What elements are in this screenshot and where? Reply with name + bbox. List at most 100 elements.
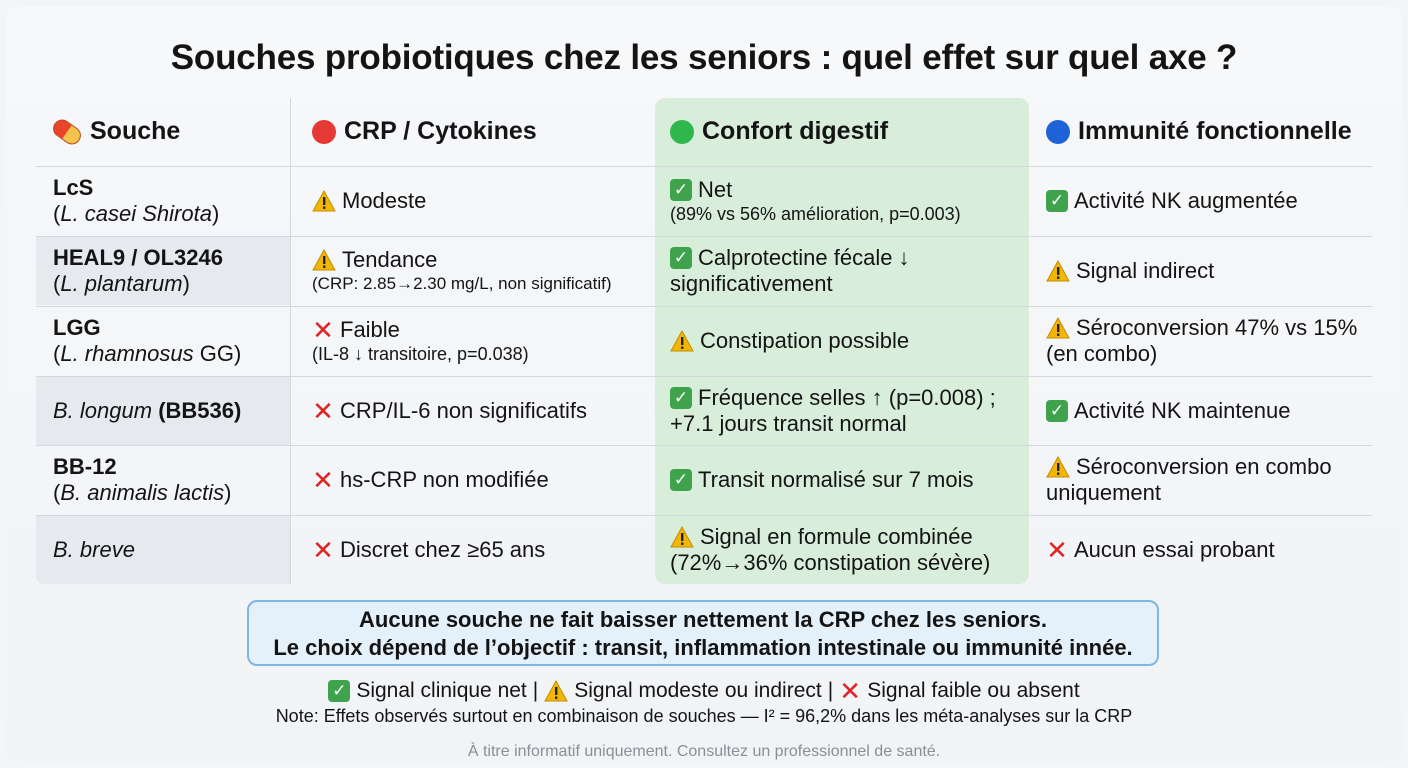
strain-row-shade	[36, 236, 290, 305]
legend-cross-label: Signal faible ou absent	[867, 679, 1080, 702]
strain-row-shade	[36, 515, 290, 584]
digestive-text-line2: +7.1 jours transit normal	[670, 410, 907, 436]
digestive-cell: Signal en formule combinée (72%→36% cons…	[670, 515, 990, 584]
green-circle-icon	[670, 119, 694, 144]
immunity-text: Signal indirect	[1076, 258, 1215, 283]
digestive-subtext: (89% vs 56% amélioration, p=0.003)	[670, 204, 961, 224]
cross-icon: ✕	[312, 395, 334, 426]
blue-circle-icon	[1046, 119, 1070, 144]
warning-icon	[1046, 260, 1070, 282]
immunity-text: Séroconversion en combo	[1076, 454, 1332, 479]
check-icon: ✓	[670, 247, 692, 269]
crp-text: CRP/IL-6 non significatifs	[340, 397, 587, 423]
strain-name: HEAL9 / OL3246	[53, 245, 223, 270]
row-divider	[36, 236, 1372, 237]
digestive-cell: ✓ Calprotectine fécale ↓ significativemen…	[670, 236, 910, 306]
page-title: Souches probiotiques chez les seniors : …	[170, 38, 1238, 77]
immunity-text: Aucun essai probant	[1074, 536, 1275, 562]
cross-icon: ✕	[1046, 534, 1068, 565]
digestive-text: Fréquence selles ↑ (p=0.008) ;	[698, 384, 996, 410]
header-immunity-label: Immunité fonctionnelle	[1078, 117, 1352, 145]
disclaimer: À titre informatif uniquement. Consultez…	[467, 743, 941, 760]
digestive-cell: Constipation possible	[670, 306, 909, 376]
strain-name: (BB536)	[158, 397, 242, 423]
immunity-cell: ✕ Aucun essai probant	[1046, 515, 1275, 584]
strain-species: B. breve	[53, 536, 135, 562]
strain-species: (L. rhamnosus GG)	[53, 341, 242, 366]
row-divider	[36, 306, 1372, 307]
strain-row-shade	[36, 376, 290, 445]
column-divider	[290, 98, 291, 584]
check-icon: ✓	[328, 680, 351, 702]
strain-name: BB-12	[53, 454, 117, 479]
crp-cell: ✕ Faible (IL-8 ↓ transitoire, p=0.038)	[312, 306, 529, 376]
red-circle-icon	[312, 119, 336, 144]
cross-icon: ✕	[312, 534, 334, 565]
legend-check-label: Signal clinique net	[356, 679, 527, 702]
table-row-strain: LcS (L. casei Shirota)	[53, 166, 219, 236]
table-row-strain: B. longum (BB536)	[53, 376, 241, 445]
crp-text: Tendance	[342, 247, 438, 272]
immunity-text: Activité NK augmentée	[1074, 188, 1298, 213]
immunity-text: Activité NK maintenue	[1074, 397, 1291, 423]
callout-line-2: Le choix dépend de l’objectif : transit,…	[273, 635, 1133, 660]
crp-cell: Modeste	[312, 166, 426, 236]
crp-text: Discret chez ≥65 ans	[340, 536, 546, 562]
row-divider	[36, 166, 1372, 167]
callout-line-1: Aucune souche ne fait baisser nettement …	[359, 607, 1047, 632]
crp-subtext: (IL-8 ↓ transitoire, p=0.038)	[312, 344, 529, 364]
legend-separator: |	[827, 679, 834, 702]
footnote: Note: Effets observés surtout en combina…	[275, 706, 1133, 726]
header-crp: CRP / Cytokines	[312, 117, 537, 146]
digestive-text: Net	[698, 177, 733, 202]
table-row-strain: HEAL9 / OL3246 (L. plantarum)	[53, 236, 223, 306]
immunity-cell: ✓ Activité NK maintenue	[1046, 376, 1290, 445]
strain-species: (L. plantarum)	[53, 271, 190, 296]
table-row-strain: LGG (L. rhamnosus GG)	[53, 306, 241, 376]
digestive-text-line2: significativement	[670, 271, 833, 296]
crp-text: Modeste	[342, 188, 427, 213]
immunity-cell: Signal indirect	[1046, 236, 1214, 306]
check-icon: ✓	[670, 469, 692, 491]
digestive-text: Signal en formule combinée	[700, 523, 973, 549]
crp-text: hs-CRP non modifiée	[340, 467, 549, 492]
row-divider	[36, 515, 1372, 516]
digestive-text: Transit normalisé sur 7 mois	[698, 467, 974, 492]
cross-icon: ✕	[312, 465, 334, 495]
warning-icon	[1046, 456, 1070, 478]
header-strain-label: Souche	[90, 117, 181, 145]
strain-name: LcS	[53, 175, 94, 200]
header-strain: Souche	[49, 115, 181, 148]
digestive-cell: ✓ Fréquence selles ↑ (p=0.008) ; +7.1 jou…	[670, 376, 996, 445]
strain-species: (L. casei Shirota)	[53, 201, 220, 226]
crp-text: Faible	[340, 317, 400, 342]
strain-species: (B. animalis lactis)	[53, 480, 232, 505]
table-row-strain: B. breve	[53, 515, 135, 584]
crp-cell: ✕ CRP/IL-6 non significatifs	[312, 376, 587, 445]
check-icon: ✓	[670, 386, 692, 409]
warning-icon	[1046, 317, 1070, 339]
cross-icon: ✕	[839, 676, 862, 706]
header-crp-label: CRP / Cytokines	[344, 117, 537, 145]
row-divider	[36, 376, 1372, 377]
pill-icon	[49, 115, 85, 148]
check-icon: ✓	[1046, 399, 1068, 422]
check-icon: ✓	[670, 179, 692, 201]
immunity-cell: ✓ Activité NK augmentée	[1046, 166, 1298, 236]
header-digestive-label: Confort digestif	[702, 117, 889, 145]
check-icon: ✓	[1046, 190, 1068, 212]
key-message-callout: Aucune souche ne fait baisser nettement …	[247, 600, 1159, 666]
digestive-text-line2: (72%→36% constipation sévère)	[670, 549, 991, 575]
digestive-text: Constipation possible	[700, 328, 910, 353]
immunity-text: Séroconversion 47% vs 15%	[1076, 315, 1358, 340]
crp-cell: Tendance (CRP: 2.85→2.30 mg/L, non signi…	[312, 236, 612, 306]
warning-icon	[670, 330, 694, 352]
warning-icon	[544, 680, 569, 702]
header-immunity: Immunité fonctionnelle	[1046, 117, 1352, 146]
immunity-cell: Séroconversion en combo uniquement	[1046, 445, 1332, 515]
immunity-cell: Séroconversion 47% vs 15% (en combo)	[1046, 306, 1357, 376]
legend-warn-label: Signal modeste ou indirect	[574, 679, 822, 702]
table-row-strain: BB-12 (B. animalis lactis)	[53, 445, 232, 515]
immunity-text-line2: (en combo)	[1046, 341, 1158, 366]
digestive-column-highlight	[655, 98, 1029, 584]
